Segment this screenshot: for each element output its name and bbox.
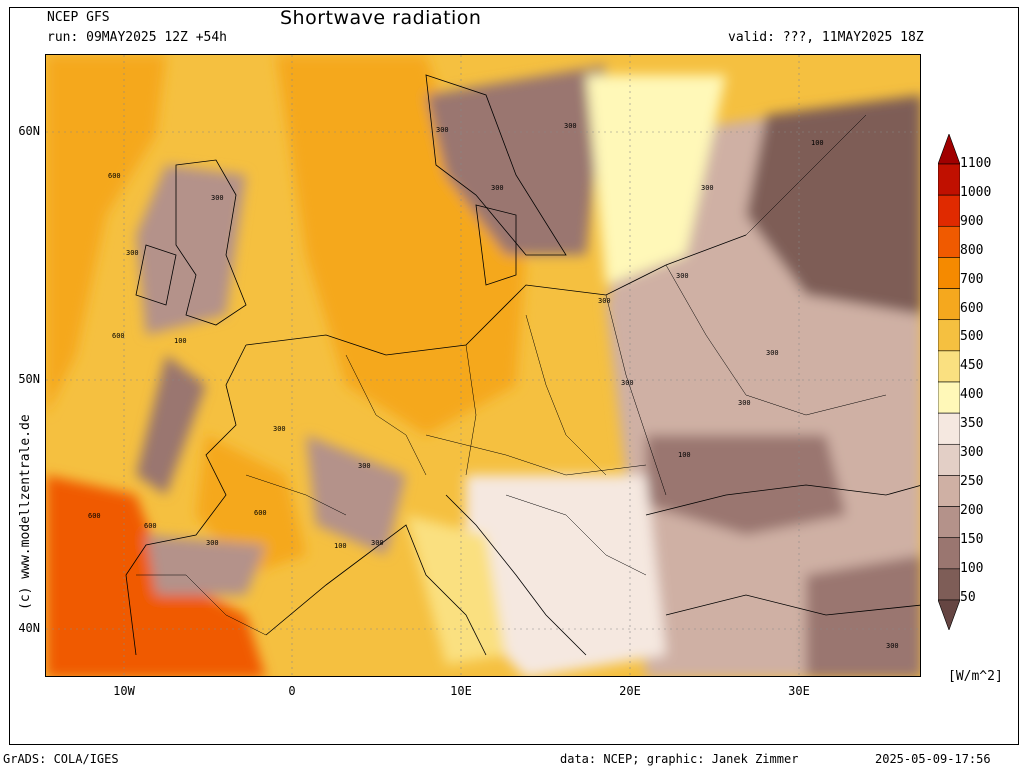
colorbar-segment xyxy=(938,319,960,352)
colorbar-tick-label: 50 xyxy=(960,589,976,605)
russia-low xyxy=(746,95,920,315)
model-label: NCEP GFS xyxy=(47,10,110,25)
colorbar-segment xyxy=(938,163,960,196)
contour-label: 300 xyxy=(766,349,779,357)
colorbar-tick-label: 600 xyxy=(960,300,984,316)
colorbar-segment xyxy=(938,288,960,321)
credit-vertical: (c) www.modellzentrale.de xyxy=(18,414,33,610)
colorbar-segment xyxy=(938,134,960,165)
colorbar-segment xyxy=(938,381,960,414)
turkey-low xyxy=(806,555,920,676)
contour-label: 300 xyxy=(358,462,371,470)
colorbar-segment xyxy=(938,412,960,445)
graticule xyxy=(46,55,920,676)
contour-label: 300 xyxy=(371,539,384,547)
contour-label: 300 xyxy=(701,184,714,192)
contour-label: 100 xyxy=(811,139,824,147)
run-label: run: 09MAY2025 12Z +54h xyxy=(47,30,228,45)
ukraine-low xyxy=(646,435,846,535)
contour-label: 300 xyxy=(676,272,689,280)
colorbar-tick-label: 800 xyxy=(960,242,984,258)
contour-label: 100 xyxy=(678,451,691,459)
central-orange xyxy=(276,55,526,435)
contour-label: 600 xyxy=(144,522,157,530)
footer-credit: data: NCEP; graphic: Janek Zimmer xyxy=(560,752,799,766)
colorbar-segment xyxy=(938,475,960,507)
lat-label: 60N xyxy=(18,124,40,138)
colorbar-tick-label: 150 xyxy=(960,531,984,547)
colorbar-segment xyxy=(938,350,960,383)
lon-label: 30E xyxy=(788,684,810,698)
chart-title: Shortwave radiation xyxy=(280,7,482,29)
lon-label: 20E xyxy=(619,684,641,698)
colorbar-segment xyxy=(938,568,960,601)
balkans-region xyxy=(466,475,666,676)
colorbar-tick-label: 200 xyxy=(960,502,984,518)
contour-label: 300 xyxy=(206,539,219,547)
colorbar-segment xyxy=(938,225,960,258)
coastlines xyxy=(125,74,920,656)
bay-of-biscay xyxy=(196,435,306,575)
contour-label: 300 xyxy=(273,425,286,433)
iberia-north xyxy=(146,535,266,595)
colorbar-tick-label: 1100 xyxy=(960,156,992,171)
colorbar-segment xyxy=(938,506,960,539)
contour-label: 300 xyxy=(491,184,504,192)
contour-label: 300 xyxy=(211,194,224,202)
contour-label: 300 xyxy=(886,642,899,650)
atlantic-region xyxy=(46,55,166,415)
colorbar-segment xyxy=(938,537,960,570)
colorbar xyxy=(938,134,960,630)
colorbar-tick-label: 500 xyxy=(960,329,984,345)
map-svg: 600 300 100 600 300 300 100 300 300 300 … xyxy=(46,55,920,676)
colorbar-unit: [W/m^2] xyxy=(948,669,1003,684)
colorbar-tick-label: 250 xyxy=(960,473,984,489)
contour-label: 600 xyxy=(112,332,125,340)
colorbar-tick-label: 400 xyxy=(960,387,984,403)
colorbar-tick-label: 900 xyxy=(960,213,984,229)
colorbar-segment xyxy=(938,599,960,630)
lat-label: 50N xyxy=(18,372,40,386)
contour-label: 600 xyxy=(108,172,121,180)
footer-timestamp: 2025-05-09-17:56 xyxy=(875,752,991,766)
colorbar-segment xyxy=(938,257,960,289)
lon-label: 10W xyxy=(113,684,135,698)
lon-label: 10E xyxy=(450,684,472,698)
contour-labels: 600 300 100 600 300 300 100 300 300 300 … xyxy=(88,122,899,650)
colorbar-tick-label: 450 xyxy=(960,358,984,374)
alps-region xyxy=(306,435,406,555)
borders xyxy=(136,114,887,636)
valid-label: valid: ???, 11MAY2025 18Z xyxy=(728,30,924,45)
contour-label: 300 xyxy=(598,297,611,305)
uk-region xyxy=(136,165,246,335)
contour-label: 300 xyxy=(436,126,449,134)
contour-label: 300 xyxy=(564,122,577,130)
baltic-region xyxy=(586,75,726,285)
scandinavia-low xyxy=(426,65,606,255)
footer-grads: GrADS: COLA/IGES xyxy=(3,752,119,766)
colorbar-tick-label: 1000 xyxy=(960,184,992,200)
france-west-low xyxy=(136,355,206,495)
lon-label: 0 xyxy=(288,684,296,698)
contour-label: 600 xyxy=(88,512,101,520)
colorbar-tick-label: 300 xyxy=(960,445,984,460)
contour-label: 600 xyxy=(254,509,267,517)
contour-label: 100 xyxy=(174,337,187,345)
radiation-map: 600 300 100 600 300 300 100 300 300 300 … xyxy=(45,54,921,677)
colorbar-tick-label: 700 xyxy=(960,271,984,287)
colorbar-tick-label: 100 xyxy=(960,560,984,576)
plot-frame xyxy=(9,7,1019,745)
contour-label: 300 xyxy=(621,379,634,387)
colorbar-segment xyxy=(938,443,960,476)
contour-label: 300 xyxy=(738,399,751,407)
colorbar-tick-label: 350 xyxy=(960,416,984,432)
contour-label: 300 xyxy=(126,249,139,257)
italy-region xyxy=(406,515,506,665)
lat-label: 40N xyxy=(18,621,40,635)
contour-label: 100 xyxy=(334,542,347,550)
colorbar-segment xyxy=(938,194,960,227)
